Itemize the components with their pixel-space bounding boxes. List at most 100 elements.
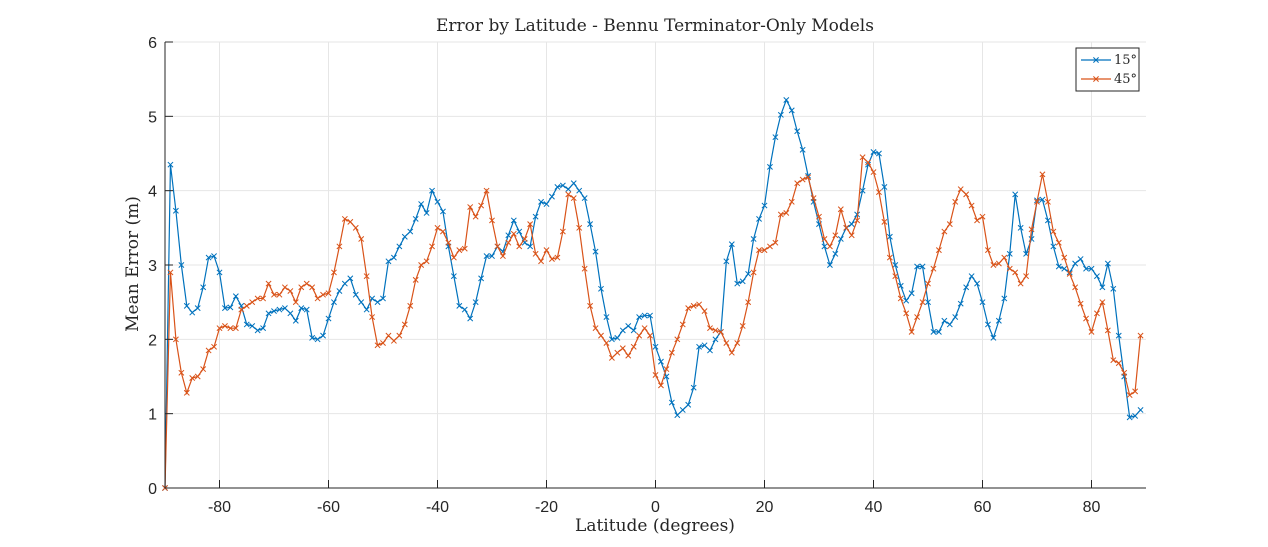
data-point-marker: [1072, 284, 1079, 291]
data-point-marker: [707, 325, 713, 332]
data-point-marker: [777, 111, 784, 118]
x-tick-label: -80: [208, 499, 231, 516]
data-point-marker: [739, 322, 746, 329]
data-point-marker: [668, 399, 675, 406]
legend-entry: 45°: [1081, 72, 1137, 87]
data-point-marker: [581, 195, 588, 202]
legend-label: 45°: [1114, 72, 1137, 87]
data-point-marker: [216, 269, 223, 276]
data-point-marker: [516, 228, 523, 235]
data-point-marker: [200, 284, 207, 291]
data-point-marker: [679, 321, 686, 328]
data-point-marker: [1055, 263, 1062, 270]
data-point-marker: [189, 309, 196, 316]
data-point-marker: [1088, 265, 1095, 272]
data-point-marker: [1017, 224, 1024, 231]
data-point-marker: [892, 262, 899, 268]
data-point-marker: [647, 332, 654, 339]
y-axis-label: Mean Error (m): [123, 196, 143, 332]
data-point-marker: [254, 295, 261, 302]
x-tick-label: 20: [756, 499, 774, 516]
data-point-marker: [559, 228, 566, 235]
data-point-marker: [925, 299, 931, 306]
data-point-marker: [336, 288, 343, 294]
data-point-marker: [221, 322, 228, 329]
data-point-marker: [1110, 285, 1117, 292]
legend-marker: [1093, 57, 1099, 63]
data-point-marker: [265, 280, 272, 287]
data-point-marker: [783, 97, 790, 103]
data-point-marker: [249, 322, 256, 329]
data-point-marker: [576, 187, 583, 194]
data-point-marker: [799, 146, 806, 153]
data-point-marker: [467, 315, 474, 322]
data-point-marker: [200, 366, 207, 373]
y-tick-label: 3: [148, 258, 157, 275]
data-point-marker: [832, 250, 839, 257]
data-point-marker: [1115, 360, 1122, 367]
data-point-marker: [723, 258, 730, 265]
data-point-marker: [369, 314, 376, 320]
data-point-marker: [347, 218, 354, 225]
data-point-marker: [505, 232, 512, 239]
data-point-marker: [309, 284, 316, 291]
data-point-marker: [619, 345, 626, 352]
data-point-marker: [772, 134, 779, 141]
data-point-marker: [756, 215, 763, 222]
data-point-marker: [963, 191, 970, 198]
data-point-marker: [603, 314, 610, 320]
data-point-marker: [1077, 256, 1084, 263]
data-point-marker: [499, 253, 506, 260]
data-point-marker: [641, 325, 648, 332]
data-point-marker: [374, 342, 381, 349]
data-point-marker: [1034, 198, 1040, 205]
data-point-marker: [848, 232, 855, 239]
data-point-marker: [298, 305, 305, 312]
data-point-marker: [614, 349, 621, 356]
data-point-marker: [685, 401, 692, 408]
data-point-marker: [848, 221, 855, 228]
data-point-marker: [963, 284, 970, 291]
data-point-marker: [227, 304, 234, 311]
data-point-marker: [423, 258, 430, 265]
data-point-marker: [483, 253, 490, 260]
data-point-marker: [701, 308, 708, 315]
data-point-marker: [1066, 270, 1073, 277]
data-point-marker: [1050, 243, 1057, 250]
data-point-marker: [734, 340, 741, 347]
data-point-marker: [292, 317, 299, 324]
data-point-marker: [178, 262, 185, 268]
data-point-marker: [407, 228, 414, 235]
data-point-marker: [1093, 273, 1100, 280]
data-point-marker: [260, 325, 267, 332]
data-point-marker: [221, 305, 228, 312]
data-point-marker: [614, 334, 621, 341]
data-point-marker: [886, 233, 893, 240]
data-point-marker: [984, 321, 991, 328]
data-point-marker: [608, 354, 615, 361]
data-point-marker: [930, 265, 937, 272]
data-point-marker: [532, 250, 539, 257]
data-point-marker: [707, 347, 713, 354]
data-point-marker: [990, 262, 997, 268]
data-point-marker: [903, 310, 910, 317]
data-point-marker: [728, 241, 735, 248]
data-point-marker: [407, 302, 414, 309]
data-point-marker: [870, 169, 877, 176]
data-point-marker: [886, 254, 893, 261]
data-point-marker: [837, 236, 844, 242]
data-point-marker: [952, 314, 959, 320]
data-point-marker: [281, 284, 288, 291]
data-point-marker: [183, 389, 190, 396]
data-point-marker: [396, 332, 403, 339]
data-point-marker: [298, 284, 305, 291]
data-point-marker: [723, 340, 730, 347]
data-point-marker: [1006, 265, 1013, 272]
data-point-marker: [1055, 239, 1062, 246]
data-point-marker: [243, 321, 250, 328]
data-point-marker: [690, 302, 697, 309]
data-point-marker: [875, 150, 882, 157]
data-point-marker: [309, 334, 316, 341]
data-point-marker: [472, 213, 479, 220]
